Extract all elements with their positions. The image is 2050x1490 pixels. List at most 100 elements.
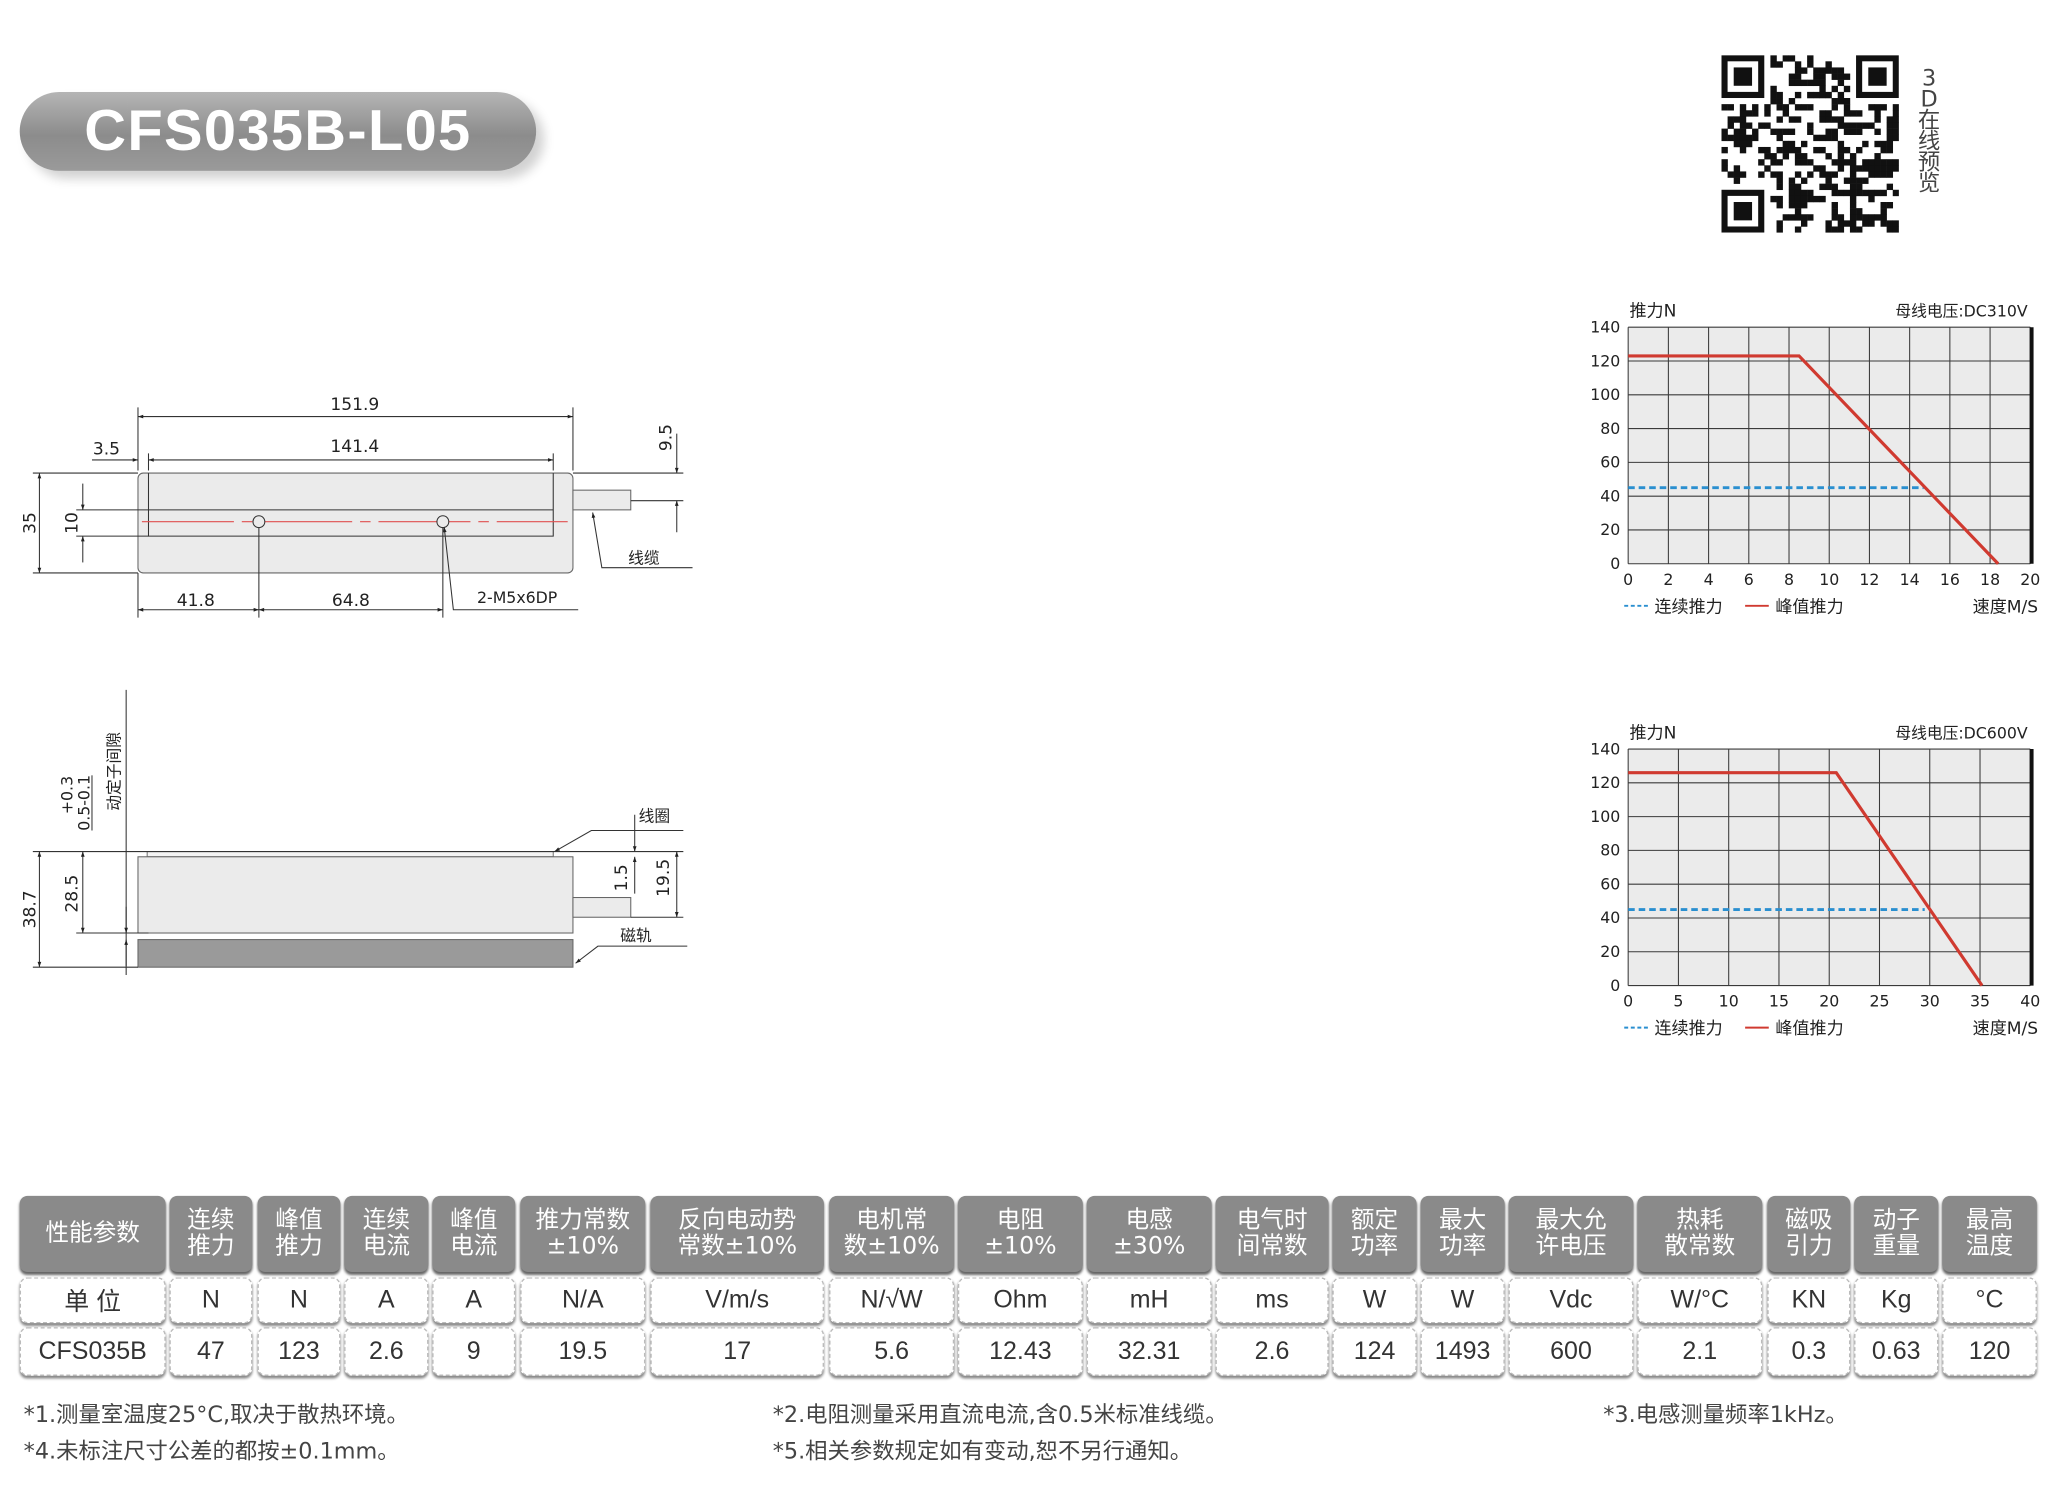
- x-axis-label: 速度M/S: [1973, 597, 2039, 617]
- table-header-cell: 电感 ±30%: [1086, 1195, 1212, 1273]
- x-tick-label: 10: [1819, 570, 1839, 589]
- y-tick-label: 140: [1590, 739, 1620, 758]
- cable-outlet: [572, 489, 632, 511]
- table-unit-cell: °C: [1942, 1277, 2037, 1324]
- table-header-cell: 电气时 间常数: [1215, 1195, 1329, 1273]
- bus-voltage-label: 母线电压:DC310V: [1895, 302, 2027, 321]
- y-tick-label: 0: [1610, 554, 1620, 573]
- mover-body: [137, 472, 574, 574]
- table-unit-cell: A: [344, 1277, 429, 1324]
- footnote-2: *2.电阻测量采用直流电流,含0.5米标准线缆。: [772, 1402, 1228, 1429]
- hole-spec: 2-M5x6DP: [477, 588, 557, 607]
- qr-code-icon[interactable]: [1721, 55, 1899, 233]
- table-header-cell: 最大 功率: [1420, 1195, 1505, 1273]
- table-value-cell: CFS035B: [19, 1327, 166, 1376]
- dim-coil: 1.5: [612, 864, 632, 891]
- x-tick-label: 20: [1819, 992, 1839, 1011]
- coil-strip: [146, 851, 554, 858]
- x-tick-label: 0: [1623, 992, 1633, 1011]
- y-tick-label: 60: [1600, 453, 1620, 472]
- dim-total-height: 38.7: [20, 890, 40, 928]
- magnet-rail: [137, 939, 574, 968]
- table-unit-cell: KN: [1767, 1277, 1851, 1324]
- table-header-cell: 反向电动势 常数±10%: [650, 1195, 824, 1273]
- table-value-cell: 2.1: [1637, 1327, 1763, 1376]
- table-header-cell: 连续 电流: [344, 1195, 429, 1273]
- table-header-cell: 动子 重量: [1854, 1195, 1939, 1273]
- y-tick-label: 120: [1590, 351, 1620, 370]
- x-tick-label: 15: [1769, 992, 1789, 1011]
- table-header-cell: 最高 温度: [1942, 1195, 2037, 1273]
- dim-inner-height: 10: [63, 512, 83, 534]
- table-header-cell: 性能参数: [19, 1195, 166, 1273]
- footnote-1: *1.测量室温度25°C,取决于散热环境。: [23, 1402, 409, 1429]
- legend-label: 峰值推力: [1775, 597, 1843, 617]
- y-tick-label: 100: [1590, 385, 1620, 404]
- x-tick-label: 2: [1663, 570, 1673, 589]
- table-unit-cell: Ohm: [957, 1277, 1083, 1324]
- y-tick-label: 80: [1600, 419, 1620, 438]
- table-unit-cell: N/√W: [829, 1277, 955, 1324]
- model-title-banner: CFS035B-L05: [19, 91, 537, 171]
- legend-label: 连续推力: [1654, 597, 1722, 617]
- dim-cable-offset: 9.5: [657, 424, 677, 451]
- table-value-cell: 12.43: [957, 1327, 1083, 1376]
- footnote-5: *5.相关参数规定如有变动,恕不另行通知。: [772, 1438, 1193, 1466]
- y-axis-label: 推力N: [1629, 724, 1676, 744]
- table-value-cell: 124: [1332, 1327, 1417, 1376]
- table-value-cell: 2.6: [1215, 1327, 1329, 1376]
- x-tick-label: 30: [1920, 992, 1940, 1011]
- y-axis-label: 推力N: [1629, 302, 1676, 322]
- table-unit-cell: N: [169, 1277, 253, 1324]
- table-value-cell: 123: [257, 1327, 341, 1376]
- table-header-cell: 热耗 散常数: [1637, 1195, 1763, 1273]
- dim-hole-pos-1: 41.8: [177, 591, 215, 611]
- legend-label: 峰值推力: [1775, 1019, 1843, 1039]
- footnote-3: *3.电感测量频率1kHz。: [1603, 1402, 1848, 1429]
- x-tick-label: 25: [1869, 992, 1889, 1011]
- table-header-cell: 峰值 推力: [257, 1195, 341, 1273]
- table-value-cell: 32.31: [1086, 1327, 1212, 1376]
- table-header-cell: 电机常 数±10%: [829, 1195, 955, 1273]
- mover-body: [137, 856, 574, 934]
- table-value-cell: 120: [1942, 1327, 2037, 1376]
- x-tick-label: 18: [1980, 570, 2000, 589]
- x-tick-label: 12: [1859, 570, 1879, 589]
- table-value-cell: 19.5: [520, 1327, 646, 1376]
- footnote-4: *4.未标注尺寸公差的都按±0.1mm。: [23, 1438, 400, 1466]
- qr-label: 3D在线预览: [1917, 65, 1941, 198]
- dim-offset: 3.5: [93, 440, 120, 460]
- table-unit-cell: V/m/s: [650, 1277, 824, 1324]
- x-tick-label: 40: [2020, 992, 2040, 1011]
- table-unit-cell: mH: [1086, 1277, 1212, 1324]
- bus-voltage-label: 母线电压:DC600V: [1895, 724, 2027, 743]
- x-tick-label: 20: [2020, 570, 2040, 589]
- dim-overall-length: 151.9: [330, 395, 379, 415]
- cable-label: 线缆: [628, 549, 660, 568]
- gap-tolerance: +0.3: [57, 776, 76, 814]
- table-value-cell: 0.63: [1854, 1327, 1939, 1376]
- x-tick-label: 6: [1744, 570, 1754, 589]
- x-tick-label: 16: [1940, 570, 1960, 589]
- dim-cable-height: 19.5: [654, 859, 674, 897]
- mount-hole: [252, 515, 266, 529]
- table-unit-cell: 单 位: [19, 1277, 166, 1324]
- table-value-cell: 1493: [1420, 1327, 1505, 1376]
- table-header-cell: 电阻 ±10%: [957, 1195, 1083, 1273]
- x-tick-label: 5: [1673, 992, 1683, 1011]
- dim-hole-pos-2: 64.8: [332, 591, 370, 611]
- cable-outlet: [572, 897, 632, 918]
- rail-label: 磁轨: [620, 926, 652, 945]
- y-tick-label: 0: [1610, 976, 1620, 995]
- table-value-cell: 5.6: [829, 1327, 955, 1376]
- y-tick-label: 100: [1590, 807, 1620, 826]
- table-unit-cell: ms: [1215, 1277, 1329, 1324]
- y-tick-label: 20: [1600, 942, 1620, 961]
- y-tick-label: 80: [1600, 841, 1620, 860]
- table-unit-cell: N/A: [520, 1277, 646, 1324]
- legend-label: 连续推力: [1654, 1019, 1722, 1039]
- dimension-drawings: 151.9 141.4 3.5 35 10 9.5 41.8 64.8 2-M5…: [20, 395, 693, 976]
- table-header-cell: 连续 推力: [169, 1195, 253, 1273]
- top-view: [32, 407, 693, 618]
- y-tick-label: 60: [1600, 874, 1620, 893]
